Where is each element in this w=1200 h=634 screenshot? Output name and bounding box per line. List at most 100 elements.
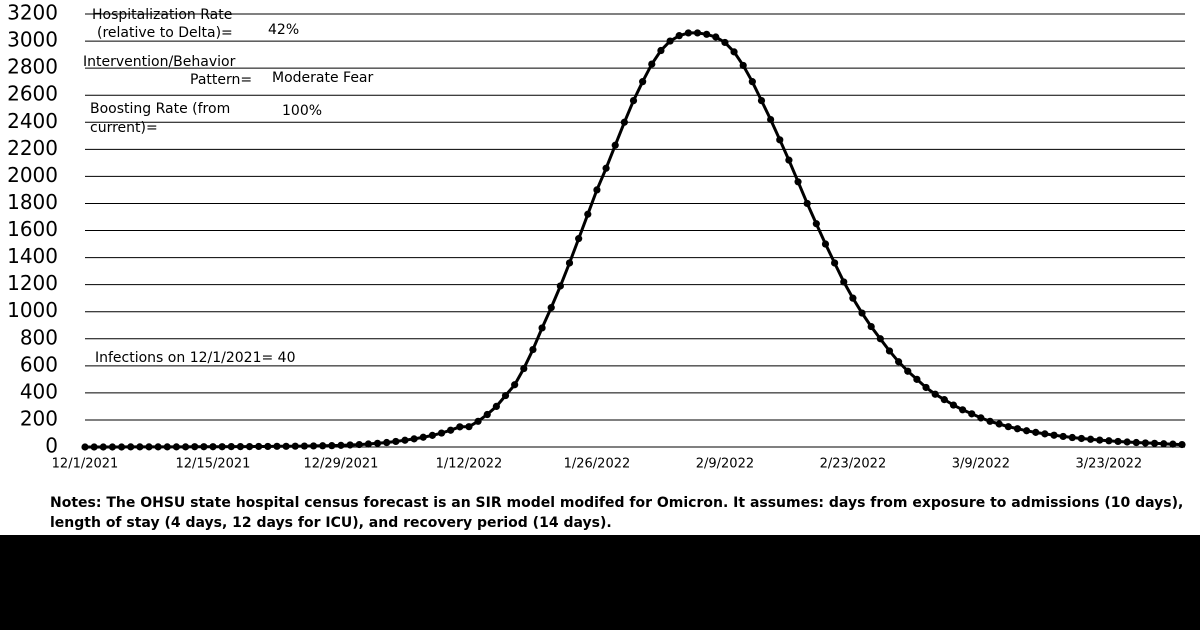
point <box>410 435 418 443</box>
annotation: Boosting Rate (from <box>90 101 230 117</box>
point <box>1077 434 1086 443</box>
annotation: (relative to Delta)= <box>97 25 233 41</box>
point <box>511 381 519 389</box>
point <box>264 442 272 451</box>
point <box>1096 436 1104 444</box>
point <box>684 29 692 37</box>
y-tick-label: 200 <box>20 406 58 430</box>
point <box>145 443 153 451</box>
point <box>136 443 144 451</box>
point <box>1041 430 1049 438</box>
point <box>940 396 948 404</box>
point <box>364 440 372 448</box>
point <box>785 156 793 164</box>
point <box>721 38 729 47</box>
point <box>483 410 491 419</box>
point <box>492 402 500 411</box>
point <box>1150 439 1159 447</box>
point <box>949 401 958 409</box>
y-tick-label: 800 <box>20 325 58 349</box>
point <box>328 442 336 450</box>
point <box>794 178 802 186</box>
y-tick-label: 1400 <box>7 244 58 268</box>
point <box>977 414 985 422</box>
point <box>1059 432 1067 441</box>
point <box>291 442 299 450</box>
point <box>849 294 857 302</box>
point <box>913 375 921 383</box>
point <box>876 335 884 343</box>
point <box>99 443 107 451</box>
point <box>245 442 254 451</box>
point <box>657 46 665 55</box>
y-tick-label: 1200 <box>7 271 58 295</box>
annotation: Moderate Fear <box>272 70 374 86</box>
point <box>392 437 400 446</box>
point <box>703 30 711 38</box>
point <box>401 436 409 444</box>
point <box>355 440 363 449</box>
annotation: Infections on 12/1/2021= 40 <box>95 350 295 366</box>
annotation: 100% <box>282 103 322 119</box>
point <box>282 442 290 450</box>
point <box>858 309 866 317</box>
y-tick-label: 1800 <box>7 190 58 214</box>
point <box>547 304 555 312</box>
point <box>1086 435 1095 443</box>
point <box>904 367 912 375</box>
point <box>200 443 208 451</box>
point <box>154 443 162 451</box>
annotation: Hospitalization Rate <box>92 7 232 23</box>
point <box>812 220 820 228</box>
point <box>639 78 647 86</box>
point <box>821 240 830 248</box>
y-tick-label: 2600 <box>7 82 58 106</box>
point <box>1114 437 1122 446</box>
point <box>1141 439 1150 447</box>
point <box>309 442 318 450</box>
x-tick-label: 3/23/2022 <box>1076 457 1143 472</box>
point <box>712 33 720 41</box>
y-tick-label: 2400 <box>7 109 58 133</box>
point <box>108 443 117 451</box>
point <box>191 443 199 451</box>
y-tick-label: 3200 <box>7 1 58 25</box>
point <box>255 442 263 451</box>
point <box>666 37 674 45</box>
point <box>81 443 89 451</box>
black-band <box>0 535 1200 630</box>
annotation: Pattern= <box>190 72 252 88</box>
y-tick-label: 2000 <box>7 163 58 187</box>
point <box>1123 438 1131 446</box>
point <box>346 441 354 449</box>
point <box>556 282 564 290</box>
y-tick-label: 0 <box>45 434 58 458</box>
x-tick-label: 1/12/2022 <box>436 457 503 472</box>
x-tick-label: 12/29/2021 <box>303 457 378 472</box>
point <box>1105 437 1113 445</box>
point <box>629 97 638 105</box>
point <box>520 364 528 373</box>
point <box>447 426 455 434</box>
point <box>593 186 601 194</box>
y-tick-label: 1000 <box>7 298 58 322</box>
point <box>575 235 583 243</box>
point <box>565 259 574 267</box>
y-tick-label: 400 <box>20 379 58 403</box>
x-tick-label: 2/23/2022 <box>820 457 887 472</box>
point <box>895 358 903 366</box>
y-tick-label: 2200 <box>7 136 58 160</box>
point <box>995 420 1003 428</box>
point <box>1169 440 1177 448</box>
annotation: Intervention/Behavior <box>83 54 236 70</box>
y-tick-label: 2800 <box>7 55 58 79</box>
point <box>1050 431 1058 439</box>
point <box>693 29 702 37</box>
point <box>456 423 464 431</box>
point <box>885 347 894 355</box>
note: Notes: The OHSU state hospital census fo… <box>50 495 1183 511</box>
point <box>584 210 592 218</box>
point <box>465 423 473 431</box>
point <box>474 417 482 425</box>
